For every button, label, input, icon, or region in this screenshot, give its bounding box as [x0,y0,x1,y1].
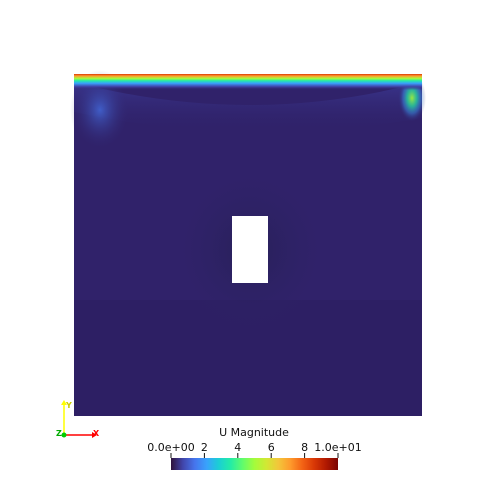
z-axis-marker [61,432,67,438]
colorbar-tick-label: 1.0e+01 [314,441,362,454]
z-axis-label: Z [56,429,62,438]
orientation-axes [61,400,97,438]
colorbar-title: U Magnitude [219,426,289,439]
primary-vortex-band [74,82,422,133]
colorbar-tick-label: 6 [267,441,275,454]
colorbar-tick-label: 0.0e+00 [147,441,195,454]
colorbar-tick-label: 8 [301,441,309,454]
colorbar-tick-label: 2 [200,441,208,454]
x-axis-arrow [92,432,97,438]
y-axis-label: Y [66,401,72,410]
obstacle [232,216,268,283]
velocity-field [70,70,426,416]
x-axis-label: X [93,429,100,438]
colorbar-gradient [171,458,338,470]
y-axis-arrow [61,400,67,405]
colorbar-tick-label: 4 [234,441,242,454]
colorbar-ticks [170,453,339,458]
colorbar [170,453,339,470]
lid-boundary-layer [74,74,422,90]
